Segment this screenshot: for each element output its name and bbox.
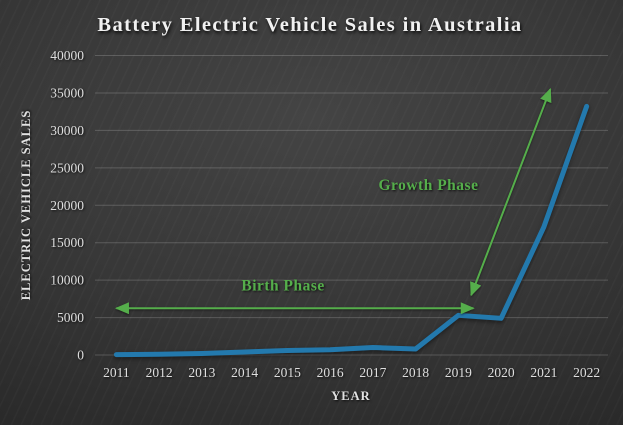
annotation-label: Growth Phase (378, 177, 478, 194)
y-axis-title: ELECTRIC VEHICLE SALES (19, 110, 33, 301)
y-tick-label: 40000 (50, 48, 84, 63)
y-tick-label: 35000 (50, 85, 84, 100)
gridlines (95, 55, 608, 356)
sales-line (113, 103, 590, 358)
annotations: Birth Phase Growth Phase (114, 87, 552, 315)
y-axis-tick-labels: 0 5000 10000 15000 20000 25000 30000 35000 40000 (50, 48, 84, 363)
annotation-arrow (470, 87, 552, 297)
x-tick-label: 2014 (231, 365, 258, 380)
x-tick-label: 2013 (188, 365, 215, 380)
y-tick-label: 15000 (50, 235, 84, 250)
y-tick-label: 25000 (50, 160, 84, 175)
y-tick-label: 10000 (50, 273, 84, 288)
x-tick-label: 2016 (317, 365, 344, 380)
y-tick-label: 5000 (57, 310, 84, 325)
x-tick-label: 2011 (103, 365, 130, 380)
y-tick-label: 0 (77, 348, 84, 363)
x-tick-label: 2015 (274, 365, 301, 380)
data-series (113, 103, 590, 358)
x-tick-label: 2022 (573, 365, 600, 380)
x-tick-label: 2012 (146, 365, 173, 380)
chart-title: Battery Electric Vehicle Sales in Austra… (97, 14, 522, 36)
y-tick-label: 30000 (50, 123, 84, 138)
x-axis-title: YEAR (331, 389, 370, 403)
x-tick-label: 2018 (402, 365, 429, 380)
x-axis-tick-labels: 2011 2012 2013 2014 2015 2016 2017 2018 2019 2020… (103, 365, 600, 380)
x-tick-label: 2019 (445, 365, 472, 380)
x-tick-label: 2021 (530, 365, 557, 380)
x-tick-label: 2020 (488, 365, 515, 380)
annotation-label: Birth Phase (241, 277, 324, 294)
x-tick-label: 2017 (359, 365, 386, 380)
y-tick-label: 20000 (50, 198, 84, 213)
